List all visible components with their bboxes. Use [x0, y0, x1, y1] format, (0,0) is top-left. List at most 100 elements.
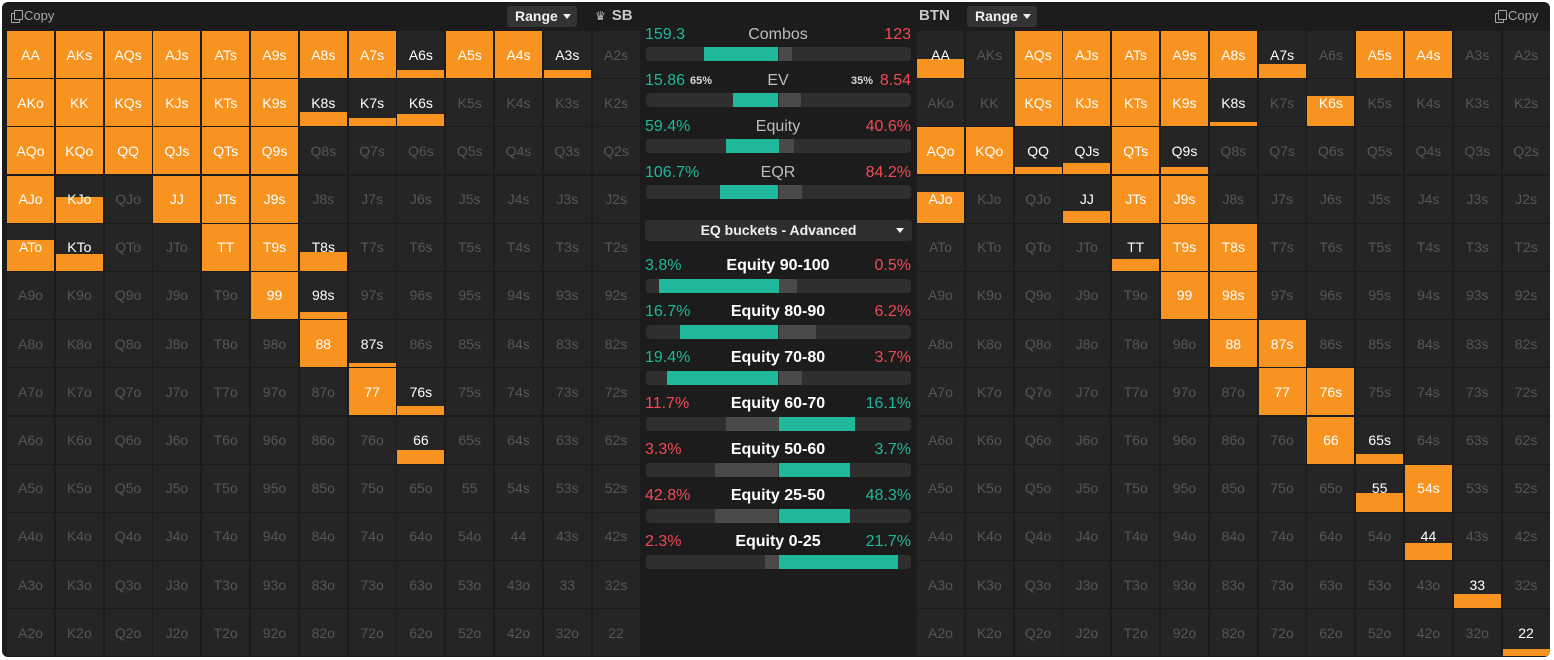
btn-hand-cell[interactable]: 66: [1307, 416, 1355, 464]
btn-hand-cell[interactable]: JJ: [1063, 175, 1111, 223]
btn-hand-cell[interactable]: 22: [1502, 609, 1550, 657]
sb-hand-cell[interactable]: J3o: [153, 561, 201, 609]
btn-hand-cell[interactable]: A5s: [1356, 31, 1404, 78]
sb-hand-cell[interactable]: A3s: [543, 31, 591, 78]
sb-hand-cell[interactable]: T3o: [202, 561, 250, 609]
sb-hand-cell[interactable]: 32s: [592, 561, 640, 609]
btn-hand-cell[interactable]: KTs: [1112, 79, 1160, 127]
sb-hand-cell[interactable]: AJo: [7, 175, 54, 223]
sb-hand-cell[interactable]: K5s: [446, 79, 494, 127]
btn-hand-cell[interactable]: 86s: [1307, 320, 1355, 368]
sb-hand-cell[interactable]: K7s: [348, 79, 396, 127]
sb-hand-cell[interactable]: A7o: [7, 368, 54, 416]
sb-hand-cell[interactable]: 64s: [494, 416, 542, 464]
btn-hand-cell[interactable]: K5o: [965, 464, 1013, 512]
sb-hand-cell[interactable]: K5o: [55, 464, 103, 512]
sb-hand-cell[interactable]: J6s: [397, 175, 445, 223]
sb-hand-cell[interactable]: 92s: [592, 271, 640, 319]
btn-hand-cell[interactable]: A5o: [917, 464, 964, 512]
btn-hand-cell[interactable]: T2s: [1502, 223, 1550, 271]
btn-hand-cell[interactable]: A2s: [1502, 31, 1550, 78]
sb-hand-cell[interactable]: 63o: [397, 561, 445, 609]
btn-hand-cell[interactable]: 83s: [1453, 320, 1501, 368]
sb-hand-cell[interactable]: Q6o: [104, 416, 152, 464]
btn-hand-cell[interactable]: QTo: [1014, 223, 1062, 271]
btn-hand-cell[interactable]: KQs: [1014, 79, 1062, 127]
btn-hand-cell[interactable]: A9s: [1160, 31, 1208, 78]
btn-hand-cell[interactable]: 72o: [1258, 609, 1306, 657]
sb-hand-cell[interactable]: T4o: [202, 512, 250, 560]
sb-hand-cell[interactable]: 32o: [543, 609, 591, 657]
sb-hand-cell[interactable]: A2o: [7, 609, 54, 657]
btn-hand-cell[interactable]: Q7o: [1014, 368, 1062, 416]
sb-hand-cell[interactable]: 52o: [446, 609, 494, 657]
sb-hand-cell[interactable]: 85s: [446, 320, 494, 368]
sb-hand-cell[interactable]: J5o: [153, 464, 201, 512]
sb-hand-cell[interactable]: JTs: [202, 175, 250, 223]
sb-hand-cell[interactable]: 98o: [250, 320, 298, 368]
sb-hand-cell[interactable]: KJs: [153, 79, 201, 127]
eq-buckets-dropdown[interactable]: EQ buckets - Advanced: [645, 220, 912, 241]
sb-hand-cell[interactable]: 52s: [592, 464, 640, 512]
btn-hand-cell[interactable]: J6o: [1063, 416, 1111, 464]
sb-hand-cell[interactable]: Q4s: [494, 127, 542, 175]
sb-hand-cell[interactable]: 55: [446, 464, 494, 512]
sb-hand-cell[interactable]: 95o: [250, 464, 298, 512]
sb-hand-cell[interactable]: 42o: [494, 609, 542, 657]
sb-hand-cell[interactable]: 86s: [397, 320, 445, 368]
btn-hand-cell[interactable]: Q5o: [1014, 464, 1062, 512]
sb-hand-cell[interactable]: KTo: [55, 223, 103, 271]
sb-hand-cell[interactable]: 65s: [446, 416, 494, 464]
sb-hand-cell[interactable]: 63s: [543, 416, 591, 464]
sb-hand-cell[interactable]: J4s: [494, 175, 542, 223]
btn-hand-cell[interactable]: J9s: [1160, 175, 1208, 223]
sb-hand-cell[interactable]: T8s: [299, 223, 347, 271]
btn-hand-cell[interactable]: K4s: [1404, 79, 1452, 127]
sb-hand-cell[interactable]: T6s: [397, 223, 445, 271]
btn-hand-cell[interactable]: J4s: [1404, 175, 1452, 223]
btn-hand-cell[interactable]: J8s: [1209, 175, 1257, 223]
btn-hand-cell[interactable]: 87s: [1258, 320, 1306, 368]
sb-hand-cell[interactable]: 54o: [446, 512, 494, 560]
btn-hand-cell[interactable]: ATs: [1112, 31, 1160, 78]
btn-hand-cell[interactable]: 84o: [1209, 512, 1257, 560]
sb-hand-cell[interactable]: 42s: [592, 512, 640, 560]
btn-hand-cell[interactable]: K3s: [1453, 79, 1501, 127]
sb-hand-cell[interactable]: 83s: [543, 320, 591, 368]
btn-hand-cell[interactable]: T5o: [1112, 464, 1160, 512]
btn-hand-cell[interactable]: Q4s: [1404, 127, 1452, 175]
btn-hand-cell[interactable]: J8o: [1063, 320, 1111, 368]
btn-hand-cell[interactable]: Q4o: [1014, 512, 1062, 560]
btn-hand-cell[interactable]: Q5s: [1356, 127, 1404, 175]
sb-hand-cell[interactable]: K8s: [299, 79, 347, 127]
btn-hand-cell[interactable]: K9s: [1160, 79, 1208, 127]
sb-hand-cell[interactable]: 84o: [299, 512, 347, 560]
btn-hand-cell[interactable]: 54s: [1404, 464, 1452, 512]
btn-hand-cell[interactable]: QTs: [1112, 127, 1160, 175]
btn-hand-cell[interactable]: J5o: [1063, 464, 1111, 512]
sb-hand-cell[interactable]: TT: [202, 223, 250, 271]
btn-hand-cell[interactable]: Q3o: [1014, 561, 1062, 609]
btn-hand-cell[interactable]: T4s: [1404, 223, 1452, 271]
btn-hand-cell[interactable]: 72s: [1502, 368, 1550, 416]
sb-hand-cell[interactable]: KQs: [104, 79, 152, 127]
btn-hand-cell[interactable]: 33: [1453, 561, 1501, 609]
btn-hand-cell[interactable]: JTs: [1112, 175, 1160, 223]
sb-hand-cell[interactable]: A8s: [299, 31, 347, 78]
btn-hand-cell[interactable]: 96s: [1307, 271, 1355, 319]
btn-hand-cell[interactable]: 82o: [1209, 609, 1257, 657]
btn-hand-cell[interactable]: Q2s: [1502, 127, 1550, 175]
sb-hand-cell[interactable]: K8o: [55, 320, 103, 368]
sb-hand-cell[interactable]: Q7o: [104, 368, 152, 416]
btn-hand-cell[interactable]: 98o: [1160, 320, 1208, 368]
sb-range-dropdown[interactable]: Range: [507, 6, 577, 27]
sb-hand-cell[interactable]: Q8s: [299, 127, 347, 175]
btn-hand-cell[interactable]: 63s: [1453, 416, 1501, 464]
sb-hand-cell[interactable]: 76s: [397, 368, 445, 416]
sb-hand-cell[interactable]: 94s: [494, 271, 542, 319]
btn-hand-cell[interactable]: QJo: [1014, 175, 1062, 223]
sb-hand-cell[interactable]: J3s: [543, 175, 591, 223]
sb-hand-cell[interactable]: K6s: [397, 79, 445, 127]
btn-hand-cell[interactable]: J5s: [1356, 175, 1404, 223]
sb-hand-cell[interactable]: 93o: [250, 561, 298, 609]
